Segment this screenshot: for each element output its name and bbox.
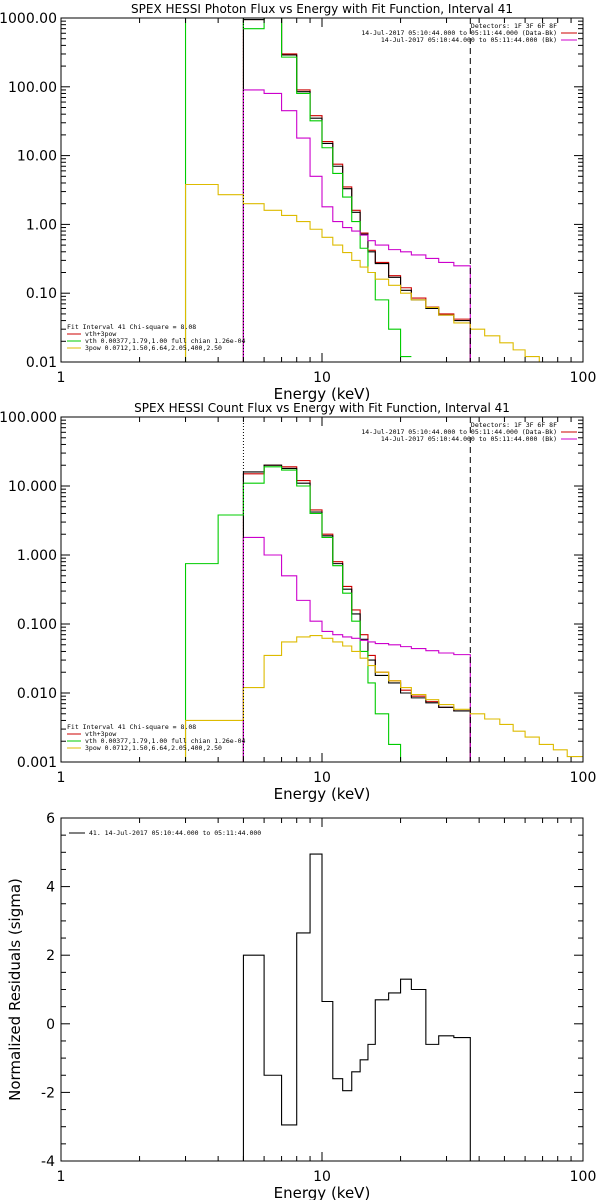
- legend-line: vth 0.00377,1.79,1.00 full chian 1.26e-0…: [85, 737, 246, 745]
- chart-title: SPEX HESSI Count Flux vs Energy with Fit…: [134, 401, 510, 415]
- y-tick-label: 10.00: [17, 149, 57, 165]
- x-axis-label: Energy (keV): [274, 1184, 371, 1200]
- legend-line: 3pow 0.0712,1.50,6.64,2.05,400,2.50: [85, 344, 222, 352]
- chart-title: SPEX HESSI Photon Flux vs Energy with Fi…: [131, 2, 513, 16]
- header-line: 14-Jul-2017 05:10:44.000 to 05:11:44.000…: [381, 36, 557, 44]
- y-tick-label: 0.001: [17, 755, 57, 771]
- series-vth-3pow: [242, 18, 471, 362]
- series-data-bk: [242, 18, 471, 362]
- legend-line: 3pow 0.0712,1.50,6.64,2.05,400,2.50: [85, 744, 222, 752]
- panel-residuals: 1 10 100 -4 -2 0 2 4 6 Energy (keV) Normalized Res…: [6, 811, 596, 1200]
- series-group: [184, 18, 554, 362]
- x-tick-label: 10: [313, 770, 331, 786]
- series-3pow: [184, 183, 554, 362]
- series-data-bk: [242, 464, 471, 762]
- y-tick-label: 0.10: [26, 286, 57, 302]
- x-axis-label: Energy (keV): [274, 785, 371, 803]
- series-bk: [242, 536, 471, 762]
- y-tick-label: 100.00: [8, 80, 57, 96]
- x-tick-label: 100: [570, 1169, 597, 1185]
- header-line: 14-Jul-2017 05:10:44.000 to 05:11:44.000…: [381, 435, 557, 443]
- y-tick-label: -4: [41, 1154, 55, 1170]
- y-tick-label: 0.100: [17, 617, 57, 633]
- legend-line: 41. 14-Jul-2017 05:10:44.000 to 05:11:44…: [89, 829, 261, 837]
- y-tick-label: 10.000: [8, 479, 57, 495]
- y-tick-label: 0: [46, 1017, 55, 1033]
- series-vth: [184, 18, 412, 362]
- y-axis-label: Normalized Residuals (sigma): [6, 878, 24, 1101]
- series-group: [184, 464, 583, 762]
- plot-frame: [60, 416, 584, 763]
- y-tick-label: 0.010: [17, 686, 57, 702]
- x-tick-label: 1: [57, 770, 66, 786]
- panel-photon: 1 10 100 0.01 0.10 1.00 10.00 100.00 1000.00 SPEX…: [0, 2, 597, 403]
- x-tick-label: 10: [313, 1169, 331, 1185]
- y-tick-label: 1.00: [26, 217, 57, 233]
- x-tick-label: 10: [313, 370, 331, 386]
- y-tick-label: -2: [41, 1085, 55, 1101]
- series-41-14-jul-2017-05-10-44-000-to-05-11-44-000: [242, 853, 471, 1161]
- header-line: Detectors: 1F 3F 6F 8F: [471, 421, 557, 429]
- y-tick-label: 2: [46, 948, 55, 964]
- header-line: 14-Jul-2017 05:10:44.000 to 05:11:44.000…: [361, 29, 557, 37]
- legend-line: vth+3pow: [85, 730, 116, 738]
- legend-line: vth+3pow: [85, 330, 116, 338]
- y-tick-label: 4: [46, 880, 55, 896]
- series-bk: [242, 89, 471, 362]
- header-line: 14-Jul-2017 05:10:44.000 to 05:11:44.000…: [361, 428, 557, 436]
- x-tick-label: 1: [57, 1169, 66, 1185]
- header-line: Detectors: 1F 3F 6F 8F: [471, 22, 557, 30]
- series-group: [242, 853, 471, 1161]
- y-tick-label: 100.000: [0, 410, 57, 426]
- legend-line: vth 0.00377,1.79,1.00 full chian 1.26e-0…: [85, 337, 246, 345]
- panel-count: 1 10 100 0.001 0.010 0.100 1.000 10.000 100.000 S…: [0, 401, 596, 803]
- series-3pow: [184, 635, 583, 762]
- legend-line: Fit Interval 41 Chi-square = 8.08: [67, 323, 196, 331]
- x-tick-label: 1: [57, 370, 66, 386]
- x-tick-label: 100: [570, 770, 597, 786]
- y-tick-label: 1000.00: [0, 11, 57, 27]
- y-tick-label: 6: [46, 811, 55, 827]
- series-vth: [184, 466, 402, 762]
- series-vth-3pow: [242, 464, 471, 762]
- legend-line: Fit Interval 41 Chi-square = 8.08: [67, 723, 196, 731]
- x-axis-label: Energy (keV): [274, 385, 371, 403]
- y-tick-label: 0.01: [26, 355, 57, 371]
- y-tick-label: 1.000: [17, 548, 57, 564]
- x-tick-label: 100: [570, 370, 597, 386]
